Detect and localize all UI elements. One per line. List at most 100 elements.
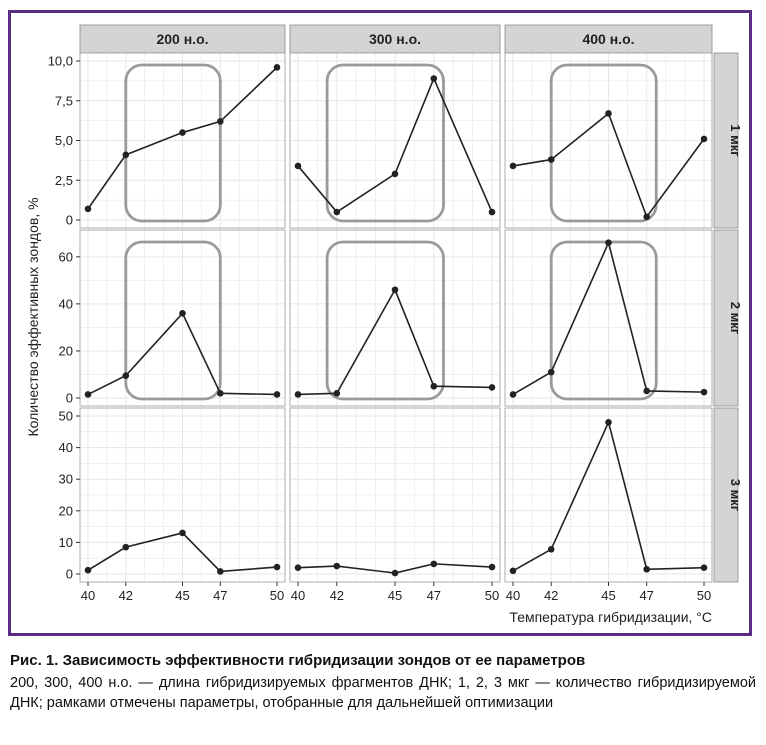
data-point: [488, 208, 496, 216]
data-point: [179, 309, 186, 317]
data-point: [217, 568, 224, 575]
data-point: [643, 565, 650, 573]
y-axis-title: Количество эффективных зондов, %: [25, 197, 41, 436]
data-point: [643, 387, 650, 395]
x-tick-label: 40: [81, 588, 95, 603]
facet-line-chart: 200 н.о. 300 н.о. 400 н.о. 1 мкг 2 мкг 3 мкг 0…: [25, 24, 743, 625]
x-axis-title: Температура гибридизации, °C: [509, 609, 712, 625]
data-point: [547, 546, 555, 553]
x-tick-label: 45: [175, 588, 189, 603]
column-strip-label: 200 н.о.: [156, 31, 208, 47]
y-tick-label: 2,5: [55, 173, 73, 188]
data-point: [430, 382, 438, 390]
row-strip-label: 2 мкг: [728, 302, 743, 335]
y-tick-label: 20: [59, 343, 73, 358]
panel-border: [289, 229, 501, 407]
panel-border: [504, 229, 713, 407]
data-point: [605, 239, 612, 247]
x-tick-label: 42: [119, 588, 133, 603]
selection-box: [549, 240, 658, 401]
x-tick-label: 50: [485, 588, 499, 603]
data-point: [488, 563, 496, 571]
y-tick-label: 0: [66, 213, 73, 228]
x-tick-label: 40: [291, 588, 305, 603]
selection-box: [325, 63, 445, 223]
x-tick-label: 47: [427, 588, 441, 603]
data-point: [217, 118, 224, 125]
data-point: [547, 156, 555, 163]
x-tick-label: 45: [388, 588, 402, 603]
y-tick-label: 40: [59, 296, 73, 311]
y-tick-label: 0: [66, 391, 73, 406]
data-point: [84, 391, 92, 398]
column-strip-label: 400 н.о.: [582, 31, 634, 47]
column-strip: [289, 24, 501, 54]
y-tick-label: 7,5: [55, 93, 73, 108]
panel-border: [79, 229, 286, 407]
data-point: [391, 569, 399, 577]
x-tick-label: 42: [330, 588, 344, 603]
row-strip: [713, 229, 739, 407]
y-tick-label: 60: [59, 249, 73, 264]
panel-border: [504, 52, 713, 229]
data-point: [605, 419, 612, 426]
data-point: [391, 170, 399, 178]
column-strip: [504, 24, 713, 54]
column-strip-label: 300 н.о.: [369, 31, 421, 47]
data-point: [217, 389, 224, 397]
y-tick-label: 30: [59, 472, 73, 487]
row-strip: [713, 52, 739, 229]
selection-box: [124, 240, 222, 401]
panel-border: [289, 52, 501, 229]
data-point: [84, 205, 92, 213]
y-tick-label: 0: [66, 567, 73, 582]
data-point: [509, 391, 517, 398]
x-tick-label: 47: [639, 588, 653, 603]
x-tick-label: 47: [213, 588, 227, 603]
data-point: [273, 563, 281, 571]
figure-caption-title: Рис. 1. Зависимость эффективности гибрид…: [10, 652, 586, 669]
data-point: [430, 560, 438, 568]
data-point: [333, 389, 341, 397]
figure-caption-text: 200, 300, 400 н.о. — длина гибридизируем…: [10, 675, 756, 711]
y-tick-label: 40: [59, 440, 73, 455]
data-point: [391, 286, 399, 294]
x-tick-label: 45: [601, 588, 615, 603]
data-point: [333, 562, 341, 570]
data-point: [273, 64, 281, 71]
data-point: [273, 391, 281, 398]
data-point: [700, 388, 708, 396]
data-point: [700, 564, 708, 571]
data-point: [509, 162, 517, 170]
y-tick-label: 10: [59, 535, 73, 550]
data-point: [122, 151, 130, 159]
selection-box: [124, 63, 222, 223]
data-point: [179, 529, 186, 537]
data-point: [700, 135, 708, 143]
selection-box: [549, 63, 658, 223]
selection-box: [325, 240, 445, 401]
data-point: [122, 543, 130, 551]
data-point: [605, 110, 612, 117]
figure-frame: [8, 10, 752, 636]
y-tick-label: 20: [59, 503, 73, 518]
data-point: [294, 391, 302, 398]
data-point: [84, 566, 92, 574]
row-strip-label: 3 мкг: [728, 479, 743, 512]
data-point: [488, 384, 496, 391]
data-point: [294, 564, 302, 571]
y-tick-label: 50: [59, 409, 73, 424]
x-tick-label: 42: [544, 588, 558, 603]
data-point: [179, 129, 186, 136]
row-strip-label: 1 мкг: [728, 124, 743, 157]
data-point: [294, 162, 302, 170]
data-point: [509, 567, 517, 575]
row-strip: [713, 407, 739, 583]
data-point: [122, 372, 130, 379]
x-tick-label: 40: [506, 588, 520, 603]
x-tick-label: 50: [270, 588, 284, 603]
x-tick-label: 50: [697, 588, 711, 603]
y-tick-label: 5,0: [55, 133, 73, 148]
data-point: [430, 75, 438, 82]
y-tick-label: 10,0: [48, 54, 73, 69]
